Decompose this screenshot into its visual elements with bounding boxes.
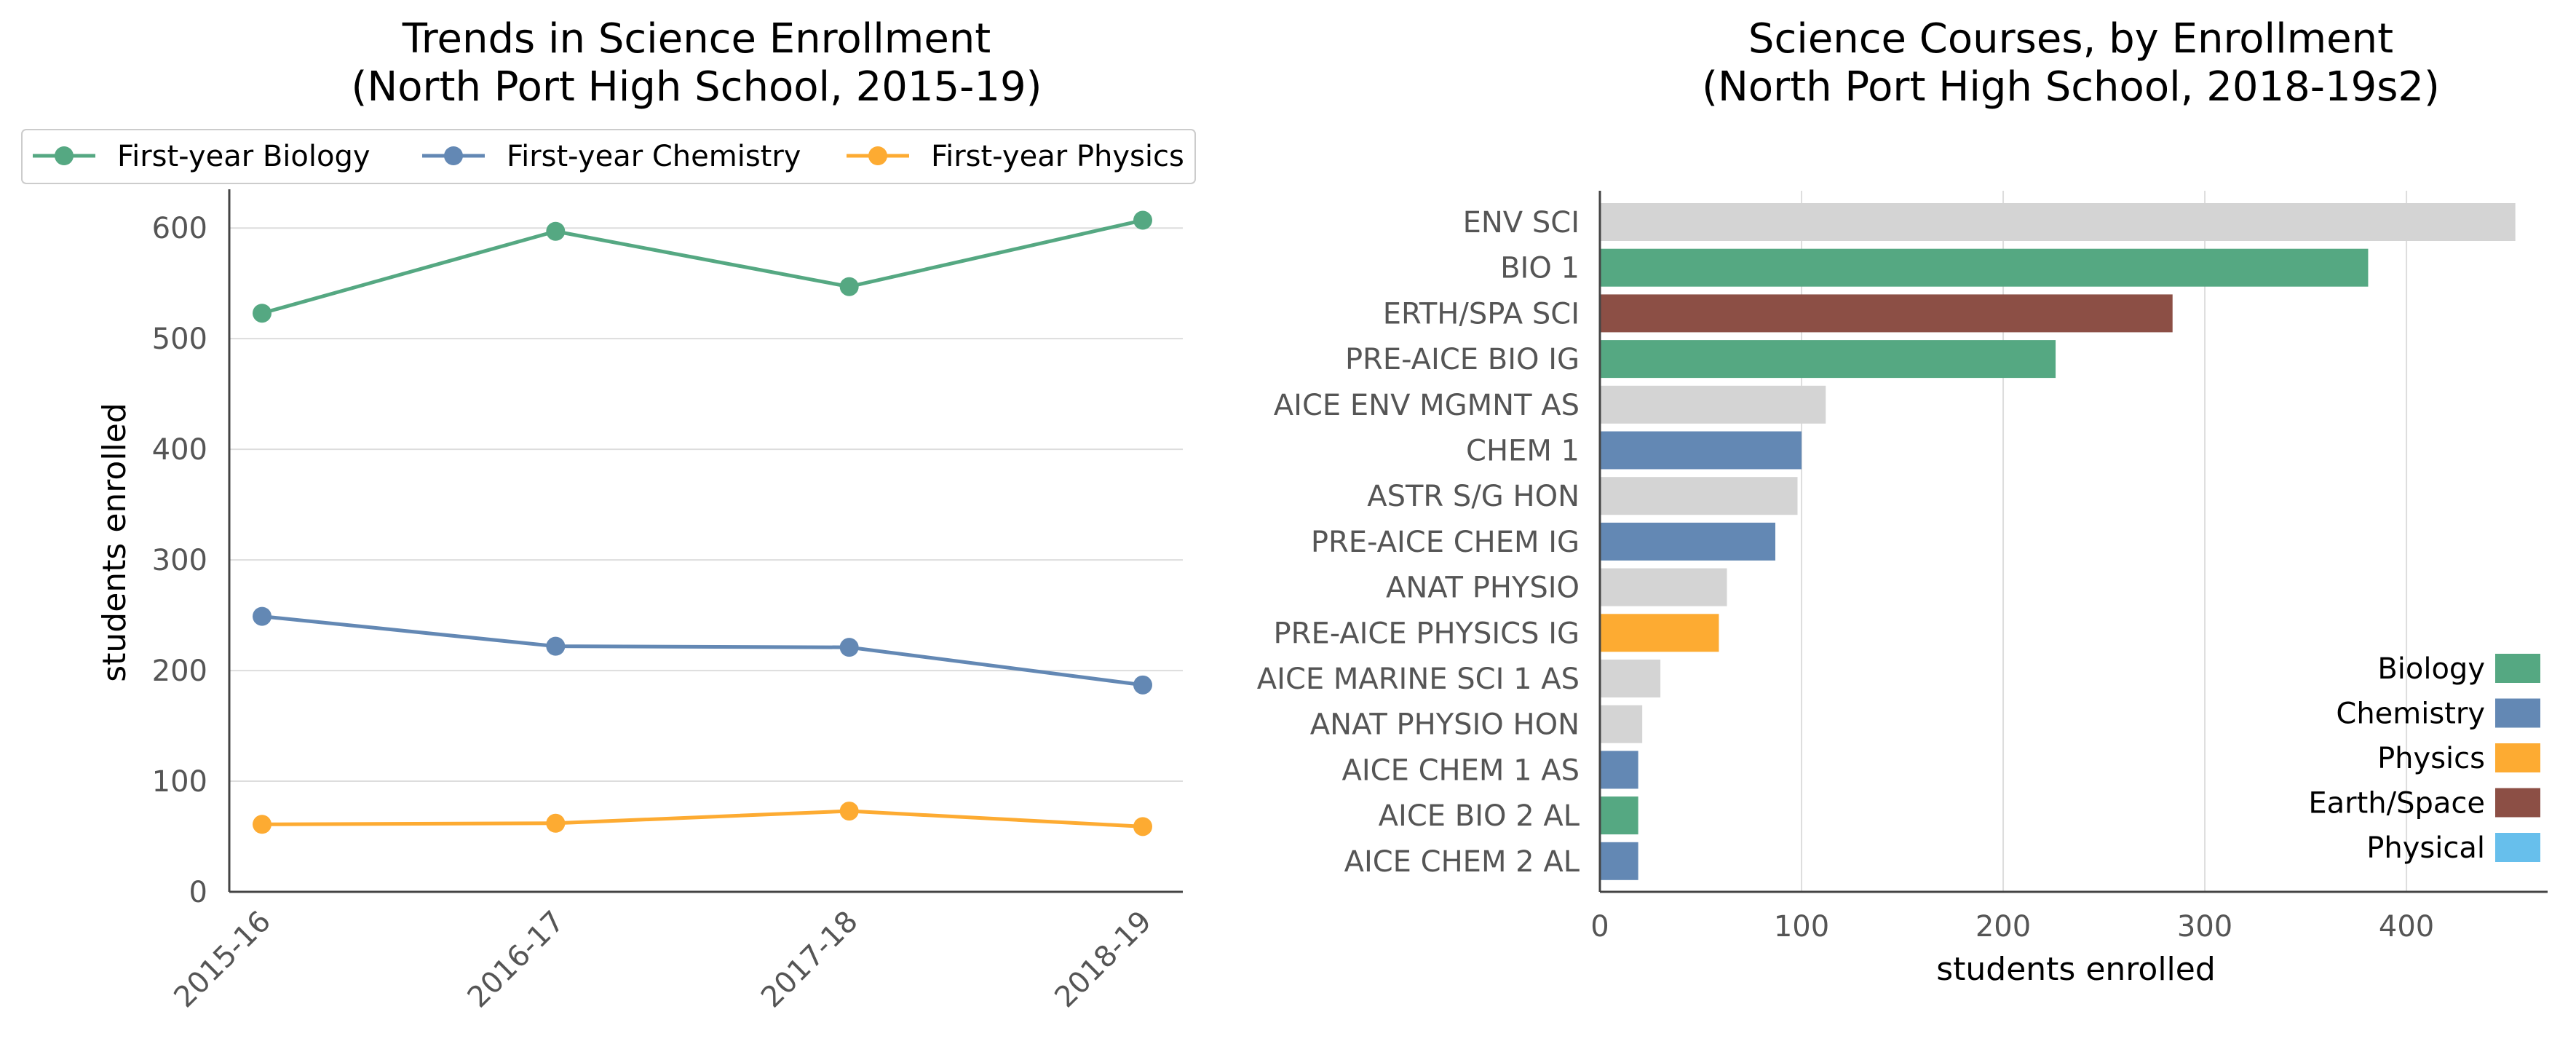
series-point-physics bbox=[839, 802, 859, 821]
bar-chem-1 bbox=[1600, 431, 1802, 470]
legend-swatch bbox=[2495, 833, 2540, 862]
right-chart-title: Science Courses, by Enrollment bbox=[1748, 15, 2393, 63]
bar-aice-bio-2-al bbox=[1600, 796, 1638, 835]
right-y-tick-label: ASTR S/G HON bbox=[1367, 480, 1580, 513]
legend-entry-biology: Biology bbox=[2377, 652, 2540, 686]
legend-label: First-year Physics bbox=[931, 140, 1184, 173]
legend-entry-chemistry: Chemistry bbox=[2336, 697, 2540, 731]
legend-entry-physics: First-year Physics bbox=[847, 140, 1184, 173]
bar-anat-physio-hon bbox=[1600, 705, 1643, 743]
series-point-biology bbox=[839, 277, 859, 296]
right-x-tick-label: 0 bbox=[1590, 910, 1609, 944]
right-y-tick-label: ENV SCI bbox=[1463, 206, 1580, 240]
right-x-axis-label: students enrolled bbox=[1936, 951, 2216, 988]
series-line-biology bbox=[261, 218, 1144, 315]
bar-aice-env-mgmnt-as bbox=[1600, 385, 1826, 424]
bar-aice-chem-1-as bbox=[1600, 751, 1638, 789]
legend-point-marker bbox=[868, 146, 887, 165]
left-y-tick-label: 600 bbox=[152, 212, 207, 245]
left-line-chart: 0 100 200 300 400 500 600 2015-16 2016-17 2017-18… bbox=[21, 129, 1196, 1015]
bar-erth-spa-sci bbox=[1600, 294, 2173, 333]
right-y-tick-label: AICE BIO 2 AL bbox=[1379, 799, 1580, 833]
bar-astr-s-g-hon bbox=[1600, 477, 1798, 515]
series-point-physics bbox=[1133, 817, 1152, 837]
right-y-tick-label: ANAT PHYSIO bbox=[1386, 572, 1580, 605]
right-x-tick-label: 400 bbox=[2379, 910, 2434, 944]
series-line-chemistry bbox=[261, 614, 1144, 687]
bar-pre-aice-physics-ig bbox=[1600, 614, 1719, 652]
series-point-biology bbox=[253, 304, 272, 323]
series-point-chemistry bbox=[546, 636, 566, 656]
right-y-tick-label: AICE CHEM 1 AS bbox=[1341, 754, 1580, 787]
series-point-chemistry bbox=[253, 606, 272, 626]
right-y-tick-label: PRE-AICE PHYSICS IG bbox=[1274, 617, 1580, 650]
legend-entry-biology: First-year Biology bbox=[33, 140, 370, 173]
left-legend: First-year Biology First-year Chemistry Fi… bbox=[21, 129, 1196, 184]
right-y-tick-label: ERTH/SPA SCI bbox=[1383, 297, 1580, 331]
bar-aice-marine-sci-1-as bbox=[1600, 660, 1661, 697]
left-y-tick-label: 200 bbox=[152, 654, 207, 688]
series-point-biology bbox=[546, 221, 566, 241]
right-y-tick-label: AICE MARINE SCI 1 AS bbox=[1257, 663, 1580, 696]
legend-entry-earth_space: Earth/Space bbox=[2308, 787, 2540, 820]
left-y-tick-label: 400 bbox=[152, 433, 207, 467]
right-y-tick-label: PRE-AICE CHEM IG bbox=[1311, 526, 1580, 559]
right-y-tick-label: PRE-AICE BIO IG bbox=[1345, 343, 1580, 376]
series-point-physics bbox=[546, 813, 566, 833]
legend-label: Chemistry bbox=[2336, 697, 2485, 731]
legend-label: Physical bbox=[2366, 831, 2485, 865]
legend-label: Earth/Space bbox=[2308, 787, 2485, 820]
bar-bio-1 bbox=[1600, 248, 2369, 287]
right-x-tick-label: 200 bbox=[1975, 910, 2031, 944]
left-chart-title: Trends in Science Enrollment bbox=[402, 15, 991, 63]
right-legend: Biology Chemistry Physics Earth/Space Physic… bbox=[2308, 652, 2540, 865]
legend-label: First-year Biology bbox=[117, 140, 370, 173]
right-y-tick-label: ANAT PHYSIO HON bbox=[1310, 708, 1580, 742]
left-x-tick-label: 2017-18 bbox=[755, 905, 865, 1015]
right-bar-chart: 0 100 200 300 400 ENV SCI BIO 1 ERTH/SPA SCI PRE… bbox=[1257, 191, 2548, 944]
left-y-axis-label: students enrolled bbox=[96, 403, 133, 682]
right-y-tick-label: CHEM 1 bbox=[1466, 435, 1580, 468]
left-y-tick-label: 100 bbox=[152, 765, 207, 799]
bar-pre-aice-chem-ig bbox=[1600, 522, 1776, 561]
legend-swatch bbox=[2495, 698, 2540, 728]
left-y-tick-label: 500 bbox=[152, 323, 207, 356]
legend-label: First-year Chemistry bbox=[507, 140, 801, 173]
right-x-tick-label: 100 bbox=[1774, 910, 1829, 944]
series-point-biology bbox=[1133, 210, 1152, 230]
series-point-chemistry bbox=[839, 638, 859, 657]
bar-pre-aice-bio-ig bbox=[1600, 340, 2056, 379]
bar-anat-physio bbox=[1600, 568, 1727, 606]
right-y-tick-label: BIO 1 bbox=[1500, 252, 1580, 285]
bar-aice-chem-2-al bbox=[1600, 842, 1638, 880]
left-x-tick-label: 2016-17 bbox=[461, 905, 571, 1015]
legend-entry-physical: Physical bbox=[2366, 831, 2540, 865]
left-y-tick-label: 300 bbox=[152, 544, 207, 577]
series-line-physics bbox=[261, 809, 1144, 828]
legend-label: Biology bbox=[2377, 652, 2485, 686]
right-chart-subtitle: (North Port High School, 2018-19s2) bbox=[1702, 63, 2440, 111]
left-legend-frame bbox=[21, 129, 1196, 184]
right-y-tick-label: AICE CHEM 2 AL bbox=[1344, 845, 1580, 879]
left-y-tick-label: 0 bbox=[189, 876, 207, 909]
legend-label: Physics bbox=[2377, 742, 2485, 775]
right-y-tick-label: AICE ENV MGMNT AS bbox=[1274, 389, 1580, 422]
legend-swatch bbox=[2495, 654, 2540, 683]
legend-swatch bbox=[2495, 788, 2540, 818]
left-x-tick-label: 2015-16 bbox=[167, 905, 277, 1015]
left-x-tick-label: 2018-19 bbox=[1048, 905, 1158, 1015]
legend-point-marker bbox=[444, 146, 463, 165]
legend-point-marker bbox=[55, 146, 74, 165]
series-point-physics bbox=[253, 815, 272, 834]
left-chart-subtitle: (North Port High School, 2015-19) bbox=[352, 63, 1042, 111]
right-x-tick-label: 300 bbox=[2177, 910, 2232, 944]
legend-swatch bbox=[2495, 743, 2540, 772]
legend-entry-chemistry: First-year Chemistry bbox=[422, 140, 801, 173]
bar-env-sci bbox=[1600, 203, 2516, 241]
series-point-chemistry bbox=[1133, 675, 1152, 695]
legend-entry-physics: Physics bbox=[2377, 742, 2540, 775]
